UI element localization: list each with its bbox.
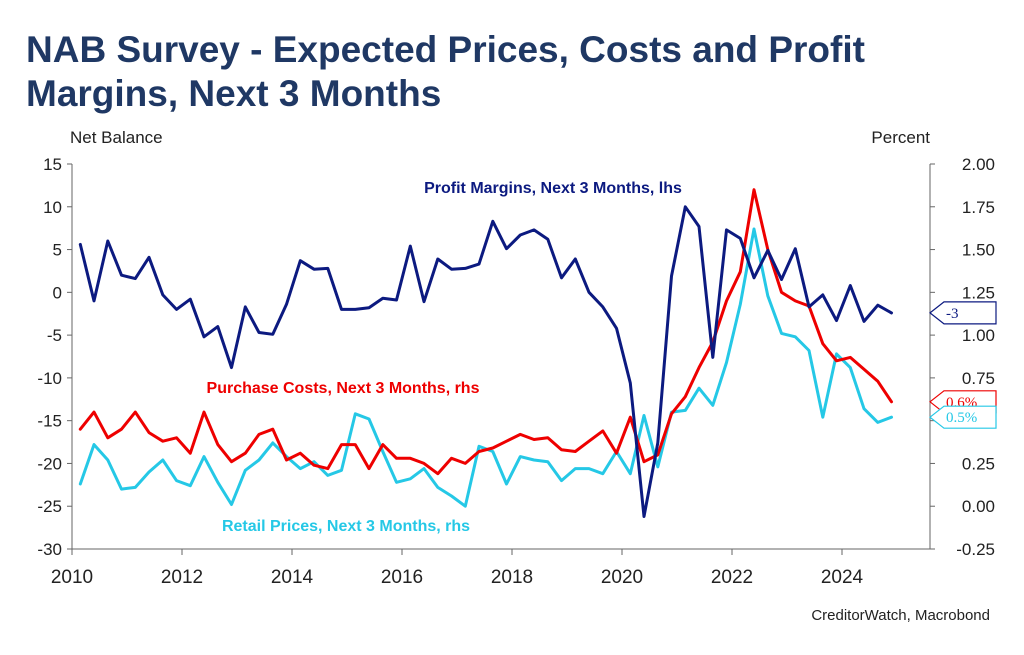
end-value-labels: -30.6%0.5% [929,301,997,429]
right-tick-label: 1.75 [962,198,995,217]
x-tick-label: 2018 [491,567,533,588]
end-value-label: 0.5% [946,410,977,426]
x-axis-ticks: 2010 2012 2014 2016 2018 2020 2022 2024 [51,549,864,588]
series-line-1 [78,188,893,476]
right-tick-label: 1.25 [962,283,995,302]
series-lines [78,188,893,518]
right-tick-label: -0.25 [956,540,995,559]
series-label-purchase-costs: Purchase Costs, Next 3 Months, rhs [207,380,480,397]
series-label-profit-margins: Profit Margins, Next 3 Months, lhs [424,180,682,197]
right-axis-title: Percent [871,128,930,147]
left-tick-label: -10 [37,369,62,388]
left-tick-label: 10 [43,198,62,217]
left-tick-label: -20 [37,454,62,473]
x-tick-label: 2020 [601,567,643,588]
right-tick-label: 1.00 [962,326,995,345]
right-tick-label: 0.75 [962,369,995,388]
right-axis-ticks: 2.001.751.501.251.000.750.500.250.00-0.2… [930,155,995,559]
source-note: CreditorWatch, Macrobond [811,607,990,624]
left-tick-label: 5 [53,241,62,260]
x-tick-label: 2022 [711,567,753,588]
left-tick-label: -30 [37,540,62,559]
end-label-box [929,405,997,429]
x-tick-label: 2014 [271,567,314,588]
end-label-box [929,301,997,325]
x-tick-label: 2024 [821,567,864,588]
x-tick-label: 2012 [161,567,203,588]
left-tick-label: 15 [43,155,62,174]
left-tick-label: 0 [53,283,62,302]
x-tick-label: 2010 [51,567,93,588]
right-tick-label: 1.50 [962,241,995,260]
series-line-0 [78,205,893,518]
left-tick-label: -5 [47,326,62,345]
left-tick-label: -25 [37,497,62,516]
end-value-label: -3 [946,306,959,322]
series-line-2 [78,227,893,508]
x-tick-label: 2016 [381,567,423,588]
left-axis-ticks: 15 10 5 0 -5 -10 -15 -20 -25 -30 [37,155,72,559]
right-tick-label: 0.25 [962,454,995,473]
right-tick-label: 0.00 [962,497,995,516]
chart-title: NAB Survey - Expected Prices, Costs and … [26,29,865,114]
series-label-retail-prices: Retail Prices, Next 3 Months, rhs [222,518,470,535]
right-tick-label: 2.00 [962,155,995,174]
left-axis-title: Net Balance [70,128,163,147]
left-tick-label: -15 [37,412,62,431]
